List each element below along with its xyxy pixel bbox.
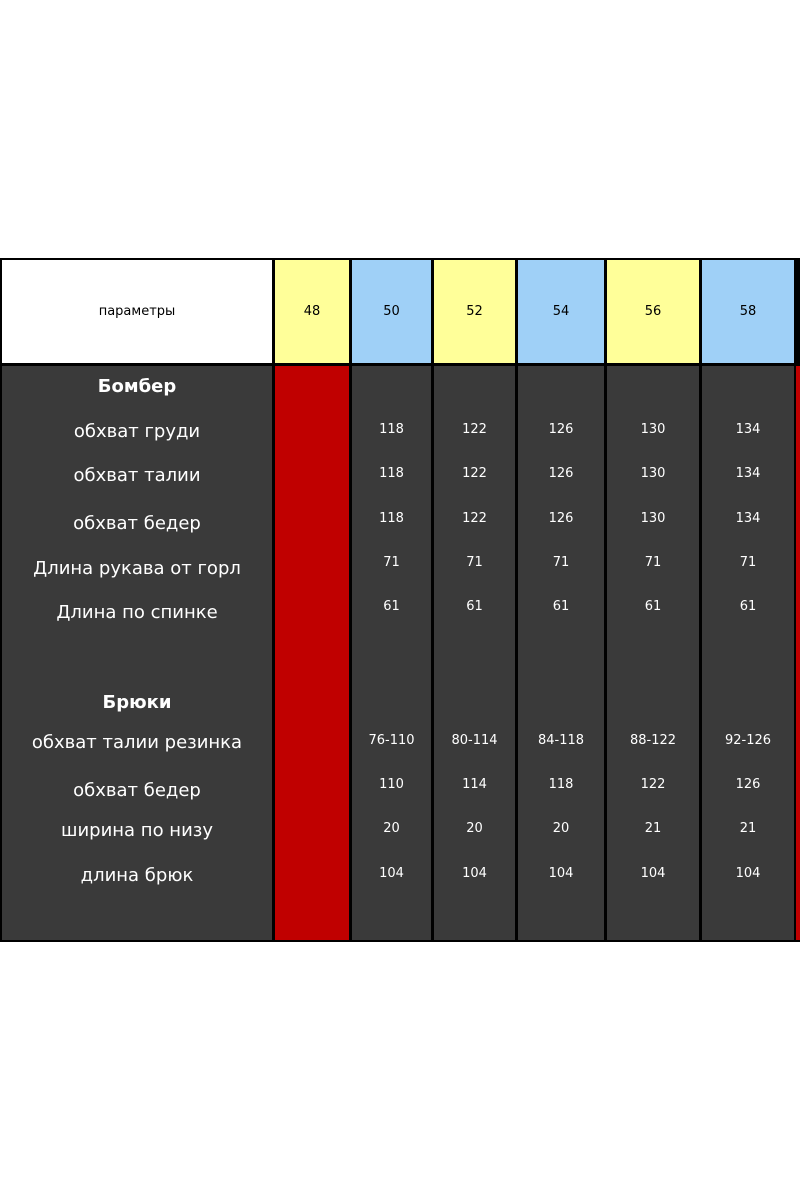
cell-value: 126	[548, 466, 574, 481]
header-size-48: 48	[275, 260, 349, 363]
column-52	[434, 366, 515, 940]
cell-value: 71	[466, 555, 483, 570]
cell-value: 61	[552, 599, 570, 614]
cell-value: 122	[462, 422, 487, 437]
cell-value: 21	[739, 821, 757, 836]
cell-value: 88-122	[629, 733, 677, 748]
cell-value: 71	[739, 555, 757, 570]
cell-value: 122	[462, 466, 487, 481]
header-size-58: 58	[702, 260, 794, 363]
size-label: 48	[303, 304, 321, 319]
cell-value: 104	[462, 866, 487, 881]
cell-value: 114	[462, 777, 487, 792]
cell-value: 61	[739, 599, 757, 614]
cell-value: 104	[735, 866, 761, 881]
column-56	[607, 366, 699, 940]
label-column	[2, 366, 272, 940]
cell-value: 71	[383, 555, 400, 570]
size-label: 58	[739, 304, 757, 319]
right-edge-stripe	[796, 366, 800, 940]
cell-value: 118	[379, 422, 404, 437]
header-size-54: 54	[518, 260, 604, 363]
cell-value: 76-110	[368, 733, 415, 748]
column-50	[352, 366, 431, 940]
cell-value: 71	[552, 555, 570, 570]
cell-value: 110	[379, 777, 404, 792]
column-54	[518, 366, 604, 940]
cell-value: 130	[640, 511, 666, 526]
cell-value: 104	[548, 866, 574, 881]
cell-value: 118	[379, 511, 404, 526]
cell-value: 20	[466, 821, 483, 836]
cell-value: 71	[644, 555, 662, 570]
cell-value: 61	[383, 599, 400, 614]
header-size-50: 50	[352, 260, 431, 363]
cell-value: 20	[383, 821, 400, 836]
cell-value: 118	[379, 466, 404, 481]
cell-value: 126	[735, 777, 761, 792]
size-label: 56	[644, 304, 662, 319]
size-chart-table: параметры 48 50 52 54 56 58 Бомбер обхва…	[0, 258, 800, 942]
column-48	[275, 366, 349, 940]
header-size-52: 52	[434, 260, 515, 363]
size-label: 52	[466, 304, 483, 319]
header-params-cell: параметры	[2, 260, 272, 363]
row-label: ширина по низу	[60, 820, 213, 841]
row-label: обхват талии резинка	[31, 732, 243, 753]
cell-value: 80-114	[451, 733, 498, 748]
cell-value: 122	[462, 511, 487, 526]
cell-value: 104	[640, 866, 666, 881]
cell-value: 134	[735, 422, 761, 437]
cell-value: 118	[548, 777, 574, 792]
cell-value: 134	[735, 511, 761, 526]
cell-value: 92-126	[724, 733, 772, 748]
section-title-trousers: Брюки	[102, 692, 172, 713]
row-label: длина брюк	[80, 865, 194, 886]
cell-value: 104	[379, 866, 404, 881]
cell-value: 61	[644, 599, 662, 614]
row-label: Длина рукава от горл	[33, 558, 241, 579]
cell-value: 61	[466, 599, 483, 614]
row-label: Длина по спинке	[56, 602, 218, 623]
row-label: обхват груди	[73, 421, 201, 442]
cell-value: 84-118	[537, 733, 585, 748]
cell-value: 21	[644, 821, 662, 836]
header-size-56: 56	[607, 260, 699, 363]
cell-value: 130	[640, 422, 666, 437]
cell-value: 20	[552, 821, 570, 836]
cell-value: 130	[640, 466, 666, 481]
size-label: 50	[383, 304, 400, 319]
cell-value: 134	[735, 466, 761, 481]
size-label: 54	[552, 304, 570, 319]
cell-value: 122	[640, 777, 666, 792]
cell-value: 126	[548, 422, 574, 437]
cell-value: 126	[548, 511, 574, 526]
row-label: обхват талии	[73, 465, 201, 486]
section-title-bomber: Бомбер	[97, 376, 177, 397]
row-label: обхват бедер	[73, 780, 201, 801]
header-params-label: параметры	[98, 304, 176, 319]
row-label: обхват бедер	[73, 513, 201, 534]
column-58	[702, 366, 794, 940]
